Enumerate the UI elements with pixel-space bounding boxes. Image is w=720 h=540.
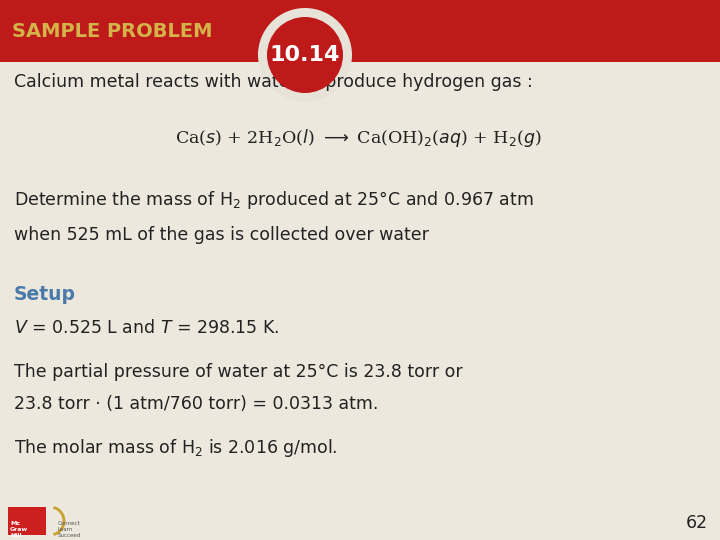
Text: 62: 62 [686,514,708,532]
Text: Determine the mass of H$_2$ produced at 25°C and 0.967 atm: Determine the mass of H$_2$ produced at … [14,189,534,211]
Text: Setup: Setup [14,286,76,305]
FancyBboxPatch shape [8,507,46,535]
Text: SAMPLE PROBLEM: SAMPLE PROBLEM [12,22,212,40]
Text: The molar mass of H$_2$ is 2.016 g/mol.: The molar mass of H$_2$ is 2.016 g/mol. [14,437,338,459]
Text: 10.14: 10.14 [270,45,340,65]
Circle shape [267,17,343,93]
Text: when 525 mL of the gas is collected over water: when 525 mL of the gas is collected over… [14,226,429,244]
Text: The partial pressure of water at 25°C is 23.8 torr or: The partial pressure of water at 25°C is… [14,363,463,381]
Text: Ca($s$) + 2H$_2$O($\mathit{l}$) $\longrightarrow$ Ca(OH)$_2$($aq$) + H$_2$($g$): Ca($s$) + 2H$_2$O($\mathit{l}$) $\longri… [175,127,541,149]
Text: 23.8 torr · (1 atm/760 torr) = 0.0313 atm.: 23.8 torr · (1 atm/760 torr) = 0.0313 at… [14,395,379,413]
Text: Calcium metal reacts with water to produce hydrogen gas :: Calcium metal reacts with water to produ… [14,73,533,91]
Text: Connect
Learn
Succeed: Connect Learn Succeed [58,521,81,538]
Text: $V$ = 0.525 L and $T$ = 298.15 K.: $V$ = 0.525 L and $T$ = 298.15 K. [14,319,279,337]
FancyBboxPatch shape [0,0,720,62]
Circle shape [258,8,352,102]
Text: Mc
Graw
Hill: Mc Graw Hill [10,521,28,538]
